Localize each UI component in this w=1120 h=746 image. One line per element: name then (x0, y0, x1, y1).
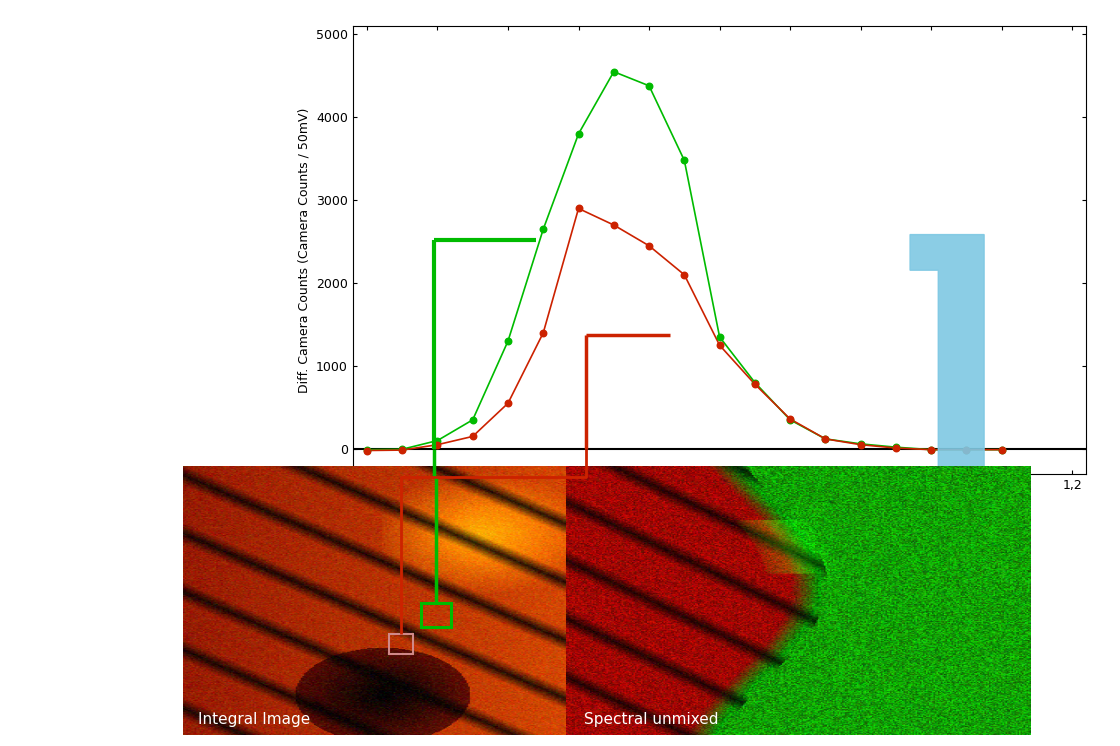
Point (922, 444, 940, 456)
Point (992, 444, 1010, 456)
Bar (421, 604, 451, 627)
Point (781, 413, 799, 425)
Point (816, 433, 834, 445)
Point (641, 80, 659, 92)
Point (393, 443, 411, 455)
Point (393, 444, 411, 456)
Point (958, 444, 976, 456)
Point (534, 223, 552, 235)
Point (570, 202, 588, 214)
Point (605, 66, 623, 78)
Point (641, 239, 659, 251)
Y-axis label: Diff. Camera Counts (Camera Counts / 50mV): Diff. Camera Counts (Camera Counts / 50m… (298, 107, 310, 392)
Text: Spectral unmixed: Spectral unmixed (585, 712, 719, 727)
Point (358, 445, 376, 457)
Point (851, 438, 869, 450)
Point (887, 441, 905, 453)
Point (992, 444, 1010, 456)
Point (429, 439, 447, 451)
Point (958, 444, 976, 456)
Point (922, 444, 940, 456)
X-axis label: Sample Voltage (V): Sample Voltage (V) (653, 497, 786, 511)
Point (464, 430, 482, 442)
Point (710, 339, 728, 351)
Point (358, 444, 376, 456)
Point (675, 154, 693, 166)
Point (781, 414, 799, 426)
Bar (390, 634, 413, 654)
Point (746, 377, 764, 389)
Point (816, 433, 834, 445)
Point (500, 335, 517, 347)
Point (534, 327, 552, 339)
Point (570, 128, 588, 140)
Point (675, 269, 693, 280)
Point (746, 378, 764, 390)
Point (605, 219, 623, 231)
Point (710, 331, 728, 343)
Point (429, 435, 447, 447)
Point (851, 439, 869, 451)
Point (464, 414, 482, 426)
Text: Integral Image: Integral Image (198, 712, 310, 727)
Point (500, 398, 517, 410)
Point (887, 442, 905, 454)
Polygon shape (899, 234, 1023, 498)
